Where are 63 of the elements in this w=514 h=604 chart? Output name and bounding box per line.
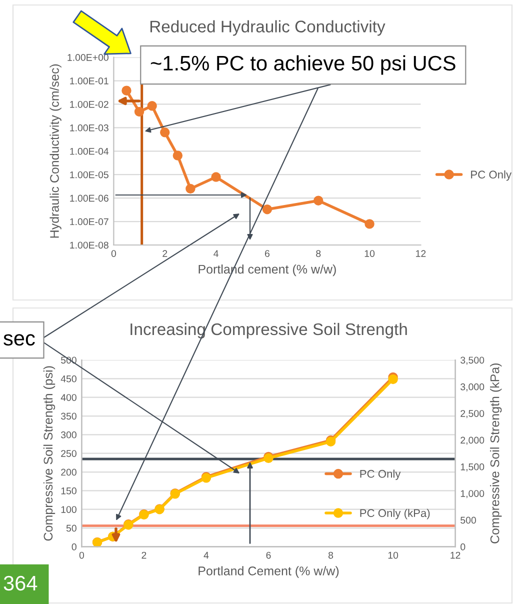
- y-tick-label: 300: [60, 431, 76, 438]
- y-tick-label: 50: [66, 524, 76, 532]
- y-tick-label: 1.00E-07: [70, 218, 108, 226]
- y2-tick-label: 1,500: [460, 463, 484, 472]
- y-tick-label: 100: [61, 506, 76, 513]
- x-tick-label: 2: [162, 250, 168, 257]
- annotation: ~1.5% PC to achieve 50 psi UCS: [150, 55, 456, 75]
- y2-tick-label: 3,500: [460, 356, 484, 365]
- x-tick-label: 6: [264, 250, 270, 257]
- y-tick-label: 150: [61, 487, 76, 494]
- point: [364, 219, 374, 229]
- y-tick-label: 1.00E-01: [70, 77, 108, 84]
- y-axis-title: Hydraulic Conductivity (cm/sec): [50, 64, 62, 238]
- x-tick-label: 12: [416, 250, 426, 257]
- point: [134, 106, 144, 117]
- x-tick-label: 0: [79, 552, 84, 559]
- x-tick-label: 6: [266, 552, 271, 559]
- y2-tick-label: 2,000: [460, 436, 484, 445]
- point: [160, 128, 170, 138]
- y-tick-label: 450: [60, 375, 76, 382]
- x-tick-label: 4: [214, 250, 218, 257]
- y-tick-label: 1.00E-02: [70, 100, 108, 108]
- x-tick-label: 10: [388, 552, 398, 559]
- y-tick-label: 200: [61, 468, 76, 476]
- chart-title: Increasing Compressive Soil Strength: [130, 322, 407, 338]
- text: sec: [4, 334, 35, 346]
- y-tick-label: 1.00E+00: [68, 54, 108, 61]
- legend-label: PC Only: [360, 470, 401, 480]
- point: [262, 204, 272, 214]
- x-tick-label: 2: [142, 552, 146, 559]
- x-tick-label: 10: [364, 250, 375, 257]
- y2-tick-label: 3,000: [460, 383, 484, 392]
- x-tick-label: 4: [204, 552, 209, 559]
- y-tick-label: 1.00E-03: [70, 124, 108, 132]
- y2-tick-label: 500: [460, 516, 476, 524]
- y-tick-label: 1.00E-08: [70, 242, 108, 249]
- point: [172, 150, 183, 160]
- y2-tick-label: 0: [460, 543, 466, 550]
- x-axis-title: Portland Cement (% w/w): [198, 566, 339, 578]
- y2-tick-label: 1,000: [460, 490, 484, 498]
- y-tick-label: 1.00E-05: [70, 171, 108, 178]
- point: [147, 101, 157, 111]
- y-axis-title: Compressive Soil Strength (psi): [43, 366, 56, 541]
- point: [186, 184, 196, 194]
- text: 364: [4, 576, 38, 591]
- legend-label: PC Only (kPa): [360, 508, 430, 520]
- legend-label: PC Only: [471, 170, 512, 181]
- point: [211, 172, 221, 182]
- y-tick-label: 1.00E-04: [70, 148, 109, 155]
- y-tick-label: 250: [61, 450, 76, 457]
- point: [122, 86, 132, 96]
- y-tick-label: 1.00E-06: [70, 194, 108, 202]
- y2-tick-label: 2,500: [460, 410, 484, 418]
- point: [314, 196, 324, 206]
- x-tick-label: 8: [316, 250, 321, 257]
- y2-axis-title: Compressive Soil Strength (kPa): [490, 363, 502, 544]
- chart-title: Reduced Hydraulic Conductivity: [150, 20, 386, 36]
- x-tick-label: 0: [111, 250, 116, 257]
- x-tick-label: 12: [450, 552, 460, 559]
- y-tick-label: 350: [60, 412, 76, 420]
- x-tick-label: 8: [328, 552, 334, 559]
- y-tick-label: 0: [72, 543, 76, 550]
- y-tick-label: 400: [60, 394, 76, 401]
